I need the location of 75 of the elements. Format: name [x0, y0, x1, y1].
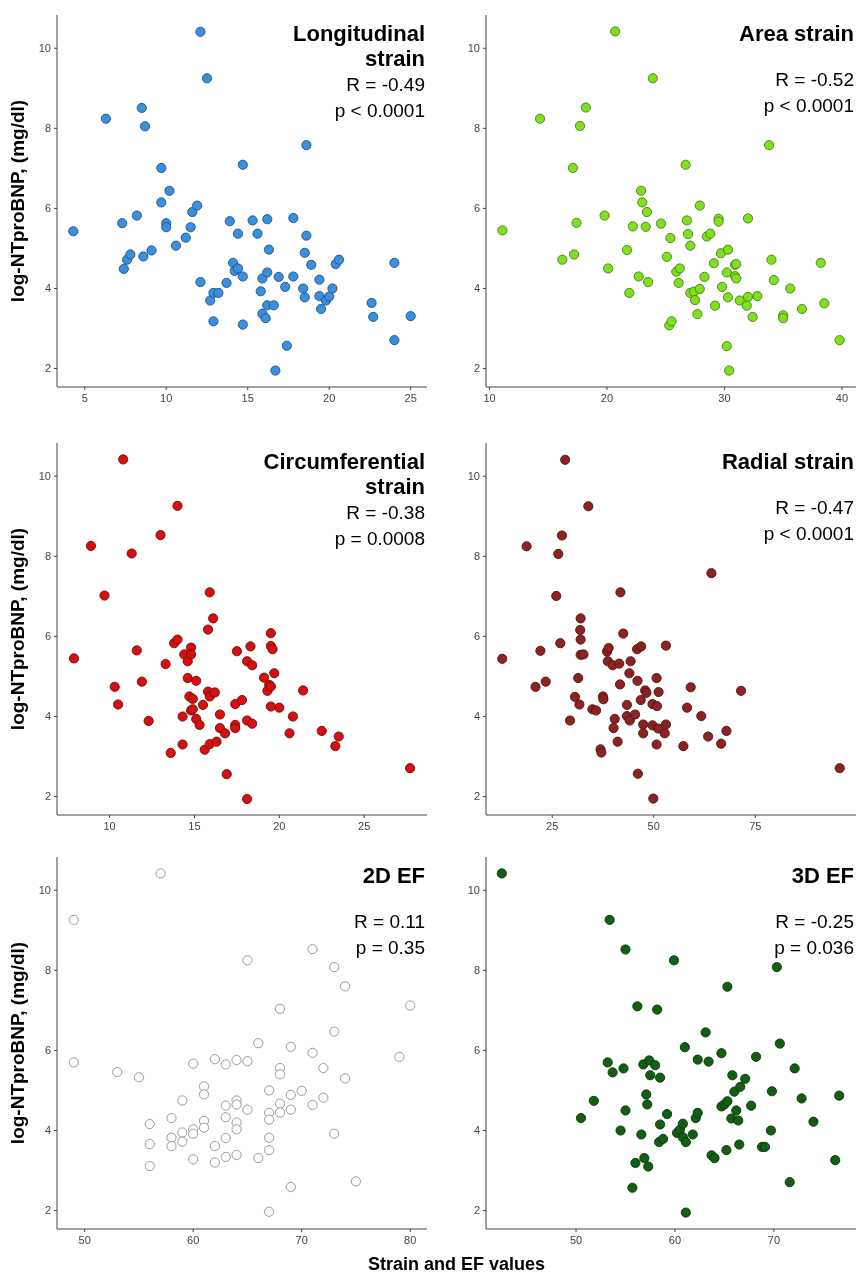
y-tick-label: 2 [44, 362, 51, 375]
y-tick-label: 10 [38, 884, 51, 897]
annotation: R = -0.52 [775, 69, 854, 90]
y-tick-label: 8 [44, 964, 51, 977]
x-tick-label: 30 [718, 392, 731, 404]
y-tick-label: 6 [473, 630, 480, 643]
annotation: p = 0.036 [774, 937, 854, 958]
annotation: p < 0.0001 [763, 95, 854, 116]
y-tick-label: 8 [44, 550, 51, 563]
x-tick-label: 80 [404, 1234, 417, 1246]
annotation: R = 0.11 [354, 911, 425, 932]
x-tick-label: 20 [273, 820, 286, 832]
y-tick-label: 2 [473, 1204, 480, 1217]
y-tick-label: 6 [44, 202, 51, 215]
y-axis-title: log-NTproBNP, (mg/dl) [7, 99, 28, 303]
x-tick-label: 70 [767, 1234, 781, 1246]
y-tick-label: 2 [44, 790, 51, 803]
annotation: p = 0.0008 [334, 528, 425, 549]
x-tick-label: 10 [160, 392, 173, 404]
chart-title: 3D EF [791, 863, 854, 888]
x-tick-label: 40 [835, 392, 849, 404]
text: Circumferential strain [263, 449, 425, 499]
x-tick-label: 25 [404, 392, 417, 404]
y-tick-label: 2 [473, 362, 480, 375]
y-tick-label: 10 [467, 884, 480, 897]
y-axis-title: log-NTproBNP, (mg/dl) [7, 527, 28, 731]
y-tick-label: 4 [473, 1124, 480, 1137]
y-tick-label: 6 [44, 1044, 51, 1057]
x-tick-label: 20 [600, 392, 614, 404]
y-tick-label: 6 [473, 202, 480, 215]
x-axis-title: Strain and EF values [367, 1254, 546, 1274]
text: Longitudinal strain [293, 21, 425, 71]
chart-title: Radial strain [721, 449, 854, 474]
annotation: R = -0.25 [775, 911, 854, 932]
y-tick-label: 6 [473, 1044, 480, 1057]
y-tick-label: 4 [473, 710, 480, 723]
annotation: R = -0.47 [775, 497, 854, 518]
annotation: p < 0.0001 [763, 523, 854, 544]
x-tick-label: 15 [241, 392, 254, 404]
x-tick-label: 60 [187, 1234, 200, 1246]
x-tick-label: 15 [188, 820, 201, 832]
x-tick-label: 20 [323, 392, 336, 404]
y-tick-label: 8 [44, 122, 51, 135]
y-tick-label: 10 [467, 42, 480, 55]
y-axis-title: log-NTproBNP, (mg/dl) [7, 941, 28, 1145]
y-tick-label: 10 [467, 470, 480, 483]
y-tick-label: 8 [473, 550, 480, 563]
x-tick-label: 70 [295, 1234, 308, 1246]
x-tick-label: 5 [81, 392, 88, 404]
y-tick-label: 2 [44, 1204, 51, 1217]
annotation: R = -0.49 [346, 74, 425, 95]
chart-title: Area strain [739, 21, 854, 46]
x-tick-label: 60 [668, 1234, 682, 1246]
y-tick-label: 4 [44, 710, 51, 723]
y-tick-label: 10 [38, 42, 51, 55]
y-tick-label: 8 [473, 122, 480, 135]
annotation: p < 0.0001 [334, 100, 425, 121]
x-tick-label: 50 [78, 1234, 91, 1246]
y-tick-label: 4 [44, 1124, 51, 1137]
x-tick-label: 50 [569, 1234, 583, 1246]
y-tick-label: 4 [473, 282, 480, 295]
x-tick-label: 10 [483, 392, 496, 404]
x-tick-label: 25 [546, 820, 559, 832]
annotation: R = -0.38 [346, 502, 425, 523]
y-tick-label: 4 [44, 282, 51, 295]
y-tick-label: 10 [38, 470, 51, 483]
y-tick-label: 2 [473, 790, 480, 803]
x-tick-label: 10 [103, 820, 116, 832]
x-tick-label: 50 [647, 820, 660, 832]
x-tick-label: 25 [358, 820, 371, 832]
y-tick-label: 6 [44, 630, 51, 643]
chart-title: 2D EF [362, 863, 425, 888]
x-tick-label: 75 [749, 820, 762, 832]
y-tick-label: 8 [473, 964, 480, 977]
annotation: p = 0.35 [355, 937, 425, 958]
